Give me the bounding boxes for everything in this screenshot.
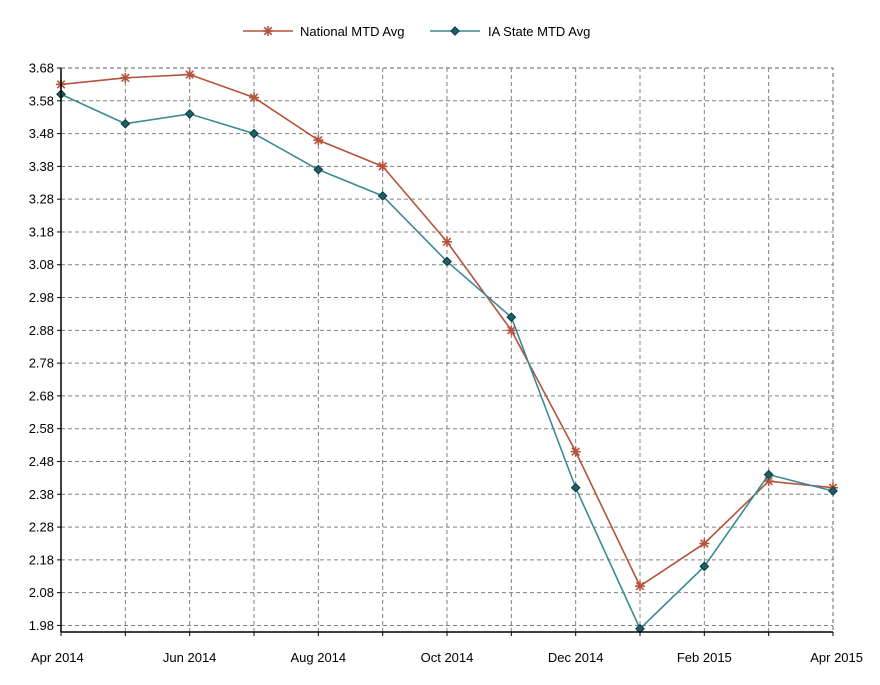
series-2-point xyxy=(506,312,517,323)
series-1-point xyxy=(570,446,581,457)
series-2-point xyxy=(442,256,452,267)
series-1-point xyxy=(377,161,388,172)
y-tick-label: 2.48 xyxy=(29,454,54,469)
series-1-point xyxy=(313,135,324,146)
asterisk-stroke xyxy=(249,93,259,102)
series-2-point xyxy=(120,118,131,129)
y-tick-label: 3.38 xyxy=(29,159,54,174)
x-tick-label: Jun 2014 xyxy=(163,650,217,665)
y-tick-label: 3.68 xyxy=(29,61,54,76)
series-1-point xyxy=(635,581,645,592)
series-1-point xyxy=(184,69,195,80)
series-2-point xyxy=(184,108,195,119)
y-tick-label: 2.78 xyxy=(29,356,54,371)
series-2-point xyxy=(699,561,710,572)
series-1-point xyxy=(442,236,452,247)
x-tick-label: Apr 2015 xyxy=(810,650,863,665)
series-2-point xyxy=(313,164,324,175)
asterisk-stroke xyxy=(442,237,452,247)
asterisk-stroke xyxy=(121,73,130,83)
series-2-point xyxy=(249,128,259,139)
x-tick-label: Apr 2014 xyxy=(31,650,84,665)
x-tick-label: Dec 2014 xyxy=(548,650,604,665)
y-tick-label: 2.08 xyxy=(29,585,54,600)
asterisk-stroke xyxy=(764,476,773,486)
asterisk-stroke xyxy=(700,539,709,548)
legend-item-2: IA State MTD Avg xyxy=(430,24,590,39)
y-tick-label: 2.68 xyxy=(29,388,54,403)
y-tick-label: 2.88 xyxy=(29,323,54,338)
series-layer xyxy=(56,69,838,634)
series-1-point xyxy=(506,325,517,336)
x-tick-label: Feb 2015 xyxy=(677,650,732,665)
y-tick-label: 3.08 xyxy=(29,257,54,272)
legend-label: IA State MTD Avg xyxy=(488,24,590,39)
legend: National MTD Avg IA State MTD Avg xyxy=(243,24,590,39)
y-tick-label: 2.18 xyxy=(29,552,54,567)
asterisk-stroke xyxy=(378,162,387,171)
y-tick-label: 3.18 xyxy=(29,224,54,239)
series-1-point xyxy=(699,538,710,549)
asterisk-stroke xyxy=(314,135,323,145)
ticks: 1.98 2.08 2.18 2.28 2.38 2.48 2.58 2.68 2.78 2.88… xyxy=(29,61,863,666)
y-tick-label: 2.98 xyxy=(29,290,54,305)
legend-marker xyxy=(263,26,273,36)
x-tick-label: Aug 2014 xyxy=(290,650,346,665)
x-tick-label: Oct 2014 xyxy=(421,650,474,665)
asterisk-stroke xyxy=(507,326,516,335)
legend-marker xyxy=(450,26,460,36)
y-tick-label: 1.98 xyxy=(29,618,54,633)
series-1-point xyxy=(120,72,131,83)
y-tick-label: 2.38 xyxy=(29,487,54,502)
y-tick-label: 3.28 xyxy=(29,192,54,207)
series-2-point xyxy=(828,486,838,496)
y-tick-label: 3.48 xyxy=(29,126,54,141)
series-2-point xyxy=(377,190,388,201)
asterisk-stroke xyxy=(263,26,273,36)
series-1-point xyxy=(249,92,259,103)
asterisk-stroke xyxy=(571,447,580,456)
asterisk-stroke xyxy=(635,581,645,591)
y-tick-label: 2.28 xyxy=(29,520,54,535)
y-tick-label: 3.58 xyxy=(29,93,54,108)
series-2-point xyxy=(763,469,774,480)
series-2-point xyxy=(570,482,581,493)
legend-item-1: National MTD Avg xyxy=(243,24,405,39)
legend-label: National MTD Avg xyxy=(300,24,405,39)
asterisk-stroke xyxy=(185,70,194,79)
y-tick-label: 2.58 xyxy=(29,421,54,436)
